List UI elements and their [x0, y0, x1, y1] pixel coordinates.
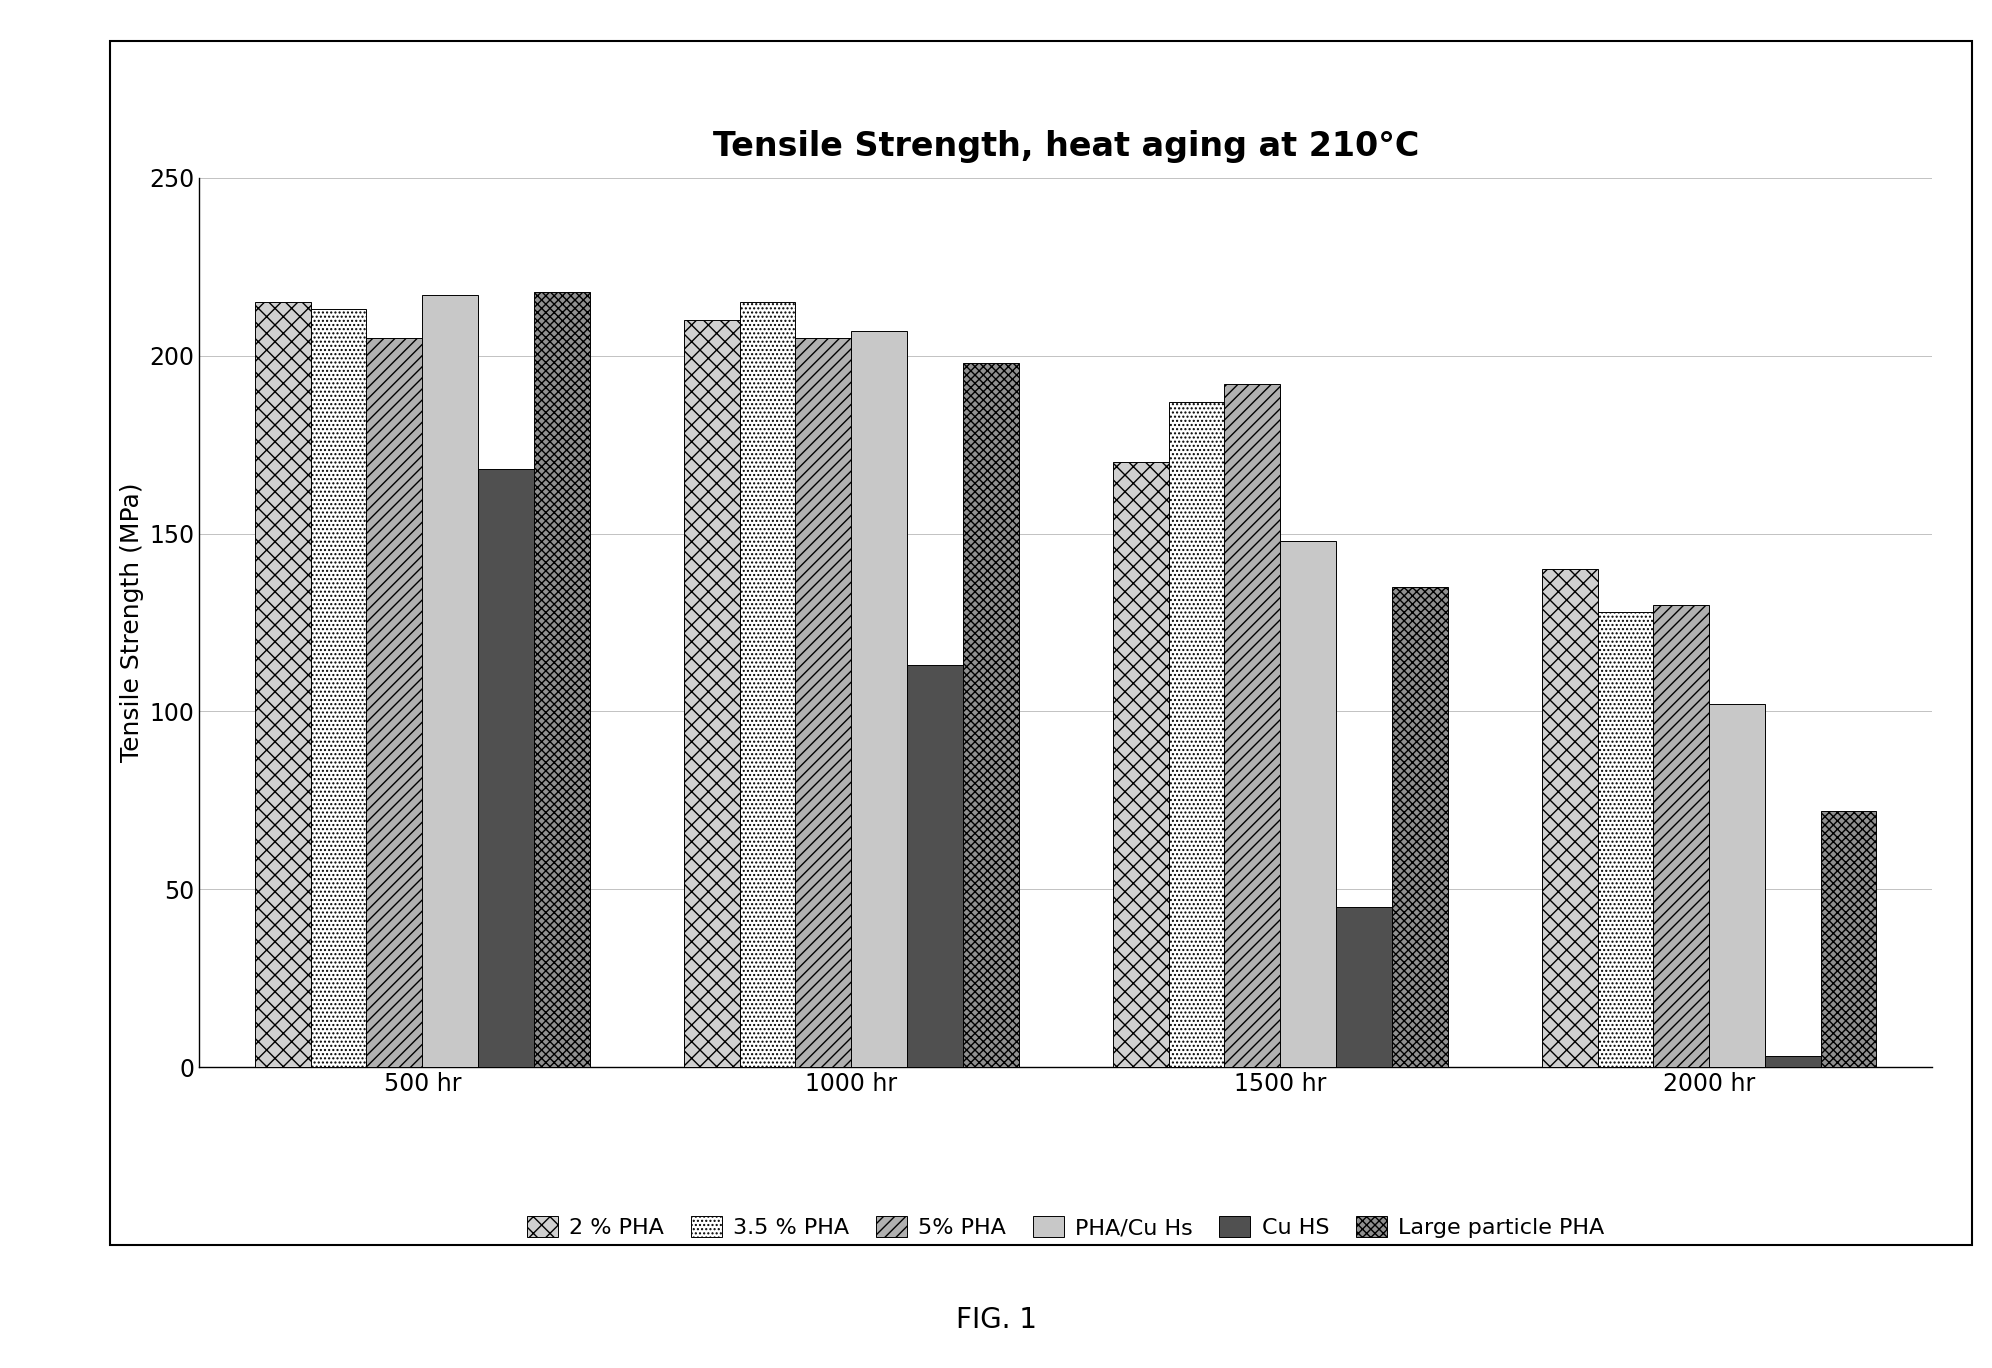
Bar [1709, 705, 1765, 1067]
Bar [1392, 587, 1448, 1067]
Bar [1281, 540, 1337, 1067]
Bar [1765, 1056, 1821, 1067]
Bar [1542, 569, 1598, 1067]
Bar [1653, 605, 1709, 1067]
Bar [1821, 811, 1876, 1067]
Y-axis label: Tensile Strength (MPa): Tensile Strength (MPa) [120, 483, 143, 762]
Bar [1169, 402, 1225, 1067]
Bar [739, 302, 795, 1067]
Bar [962, 363, 1018, 1067]
Bar [906, 665, 962, 1067]
Title: Tensile Strength, heat aging at 210°C: Tensile Strength, heat aging at 210°C [713, 130, 1418, 163]
Bar [1598, 611, 1653, 1067]
Bar [367, 338, 422, 1067]
Bar [795, 338, 851, 1067]
Bar [1337, 907, 1392, 1067]
Bar [534, 291, 590, 1067]
Bar [422, 295, 478, 1067]
Legend: 2 % PHA, 3.5 % PHA, 5% PHA, PHA/Cu Hs, Cu HS, Large particle PHA: 2 % PHA, 3.5 % PHA, 5% PHA, PHA/Cu Hs, C… [514, 1202, 1618, 1252]
Bar [1225, 384, 1281, 1067]
Bar [683, 320, 739, 1067]
Text: FIG. 1: FIG. 1 [956, 1306, 1036, 1334]
Bar [478, 469, 534, 1067]
Bar [255, 302, 311, 1067]
Bar [851, 331, 906, 1067]
Bar [1114, 462, 1169, 1067]
Bar [311, 309, 367, 1067]
